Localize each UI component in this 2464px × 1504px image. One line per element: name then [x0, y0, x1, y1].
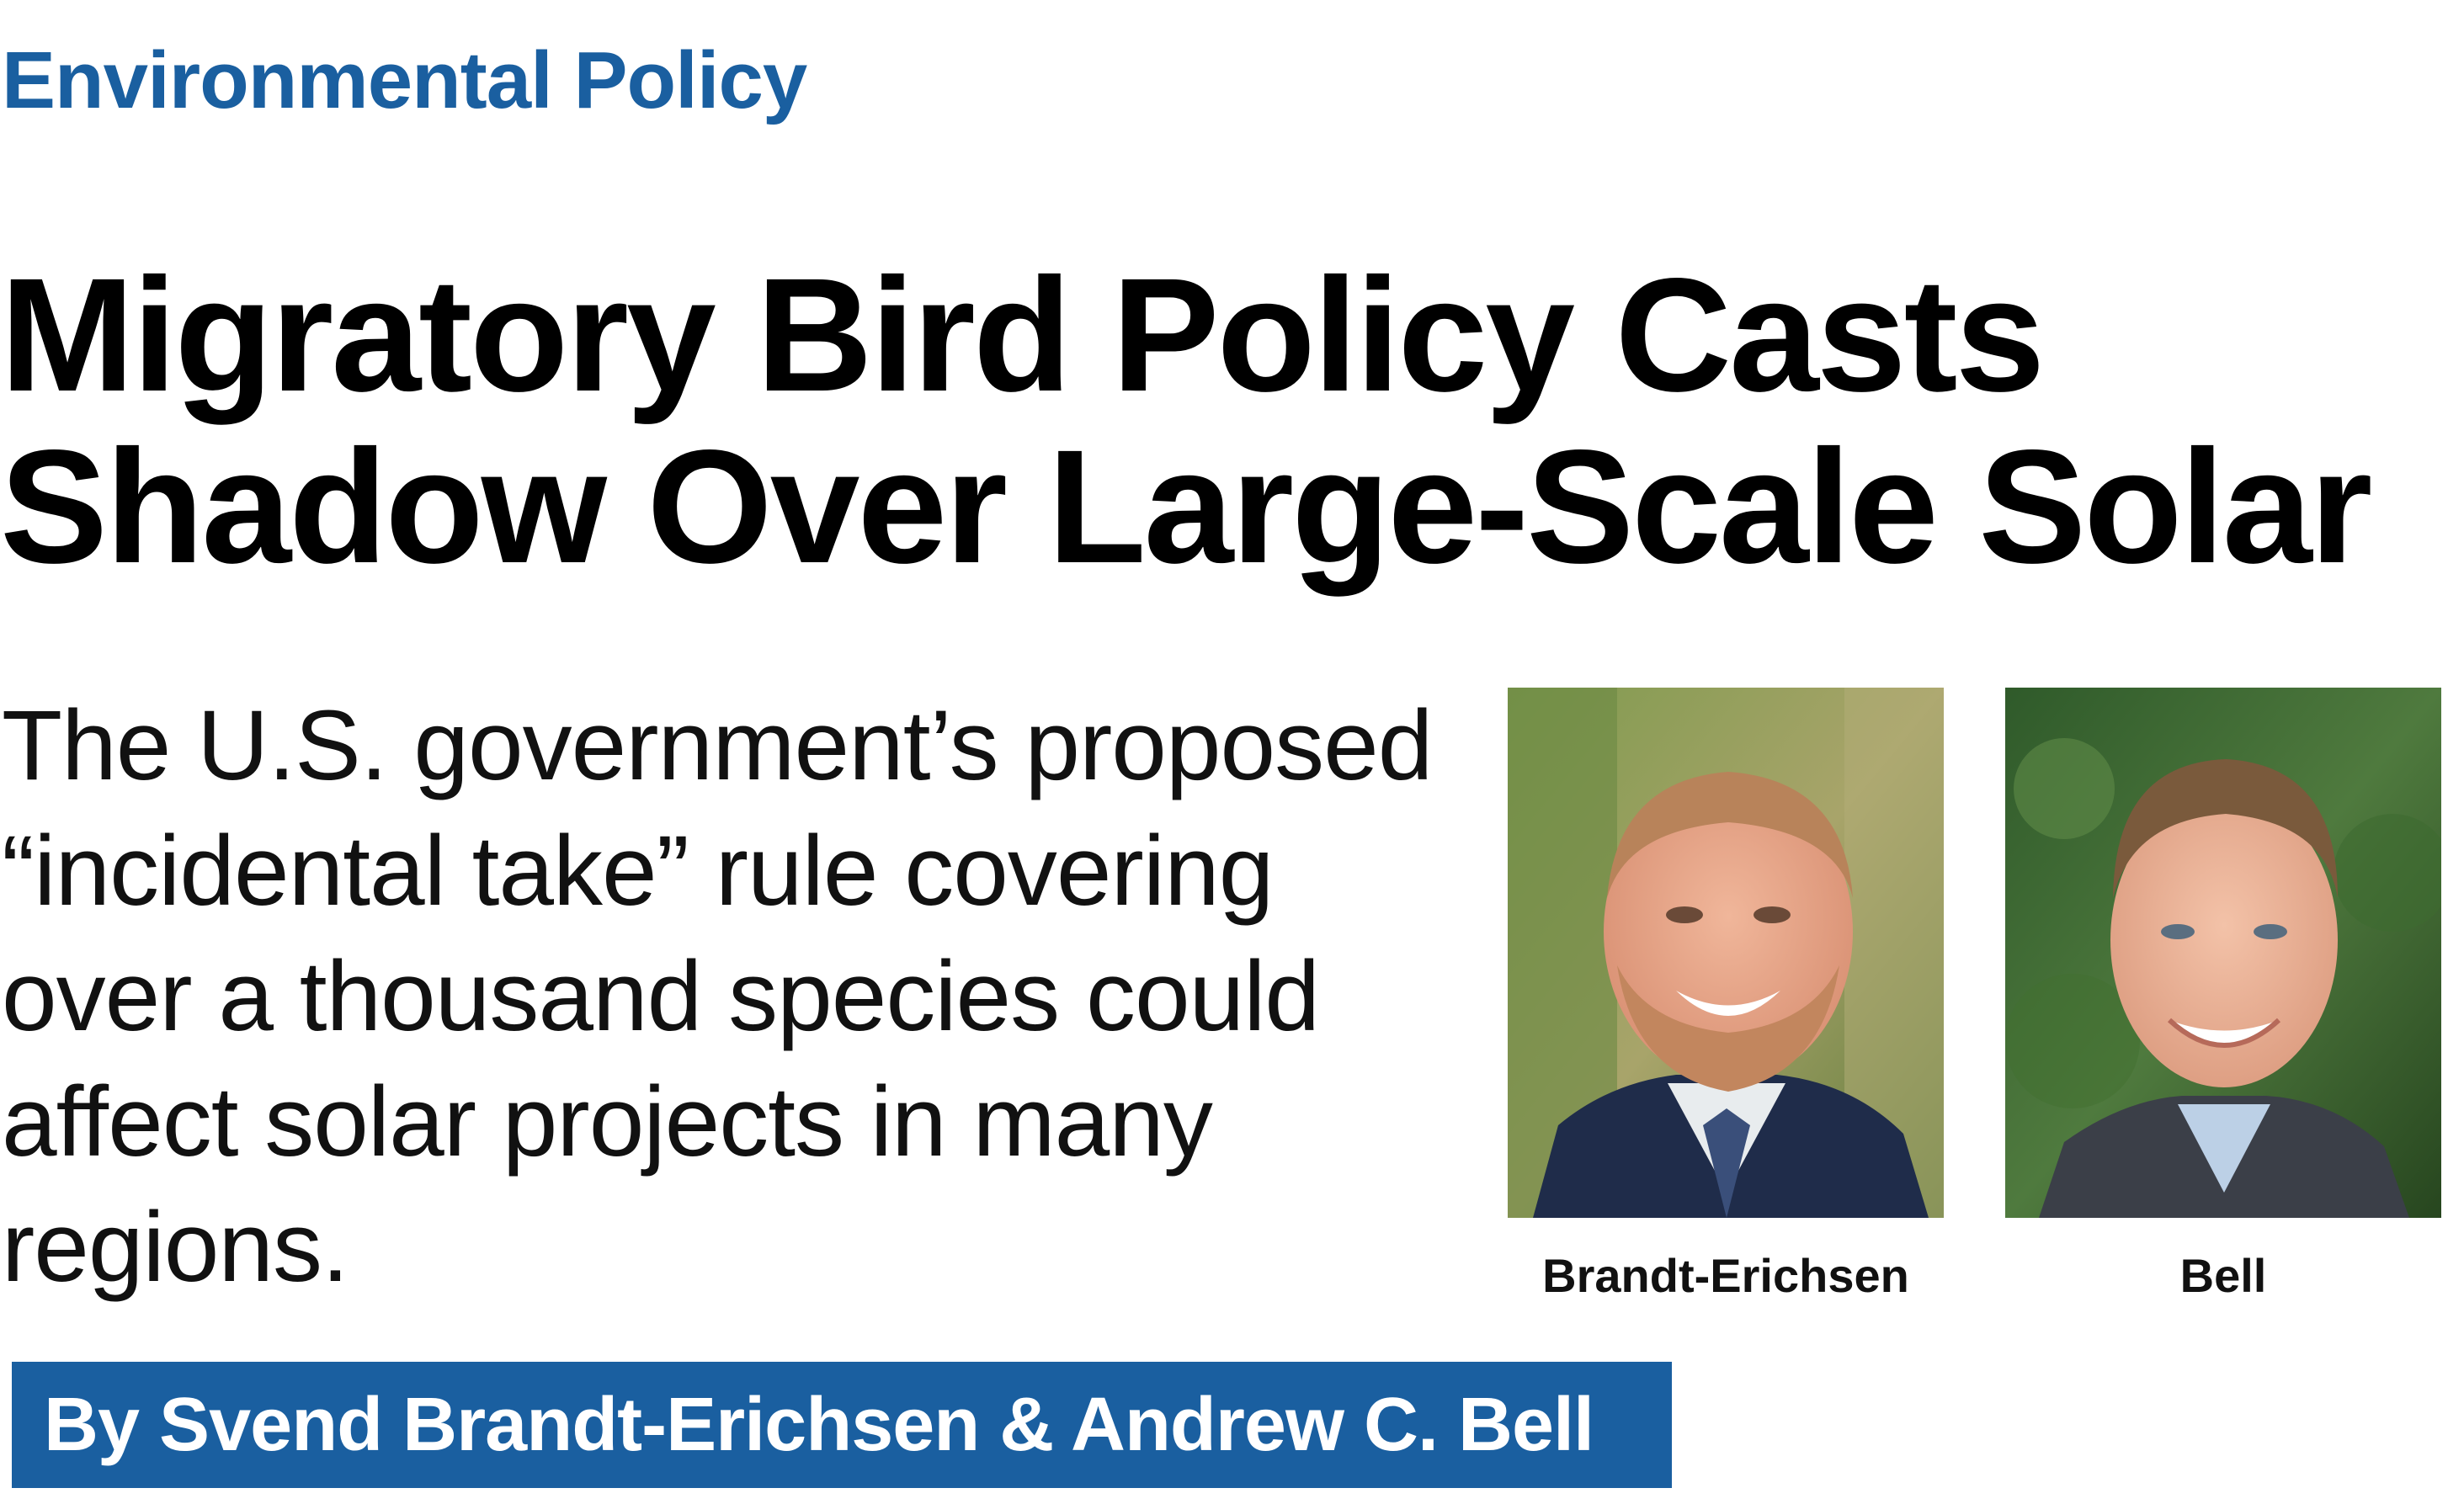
dek-line-3: over a thousand species could: [2, 941, 1320, 1052]
photo-caption: Bell: [2179, 1249, 2267, 1302]
portrait-icon: [1508, 688, 1944, 1218]
portrait-photo-bell: [2005, 688, 2441, 1218]
byline: By Svend Brandt-Erichsen & Andrew C. Bel…: [44, 1383, 1594, 1467]
section-label: Environmental Policy: [2, 35, 807, 125]
portrait-icon: [2005, 688, 2441, 1218]
photo-caption: Brandt-Erichsen: [1542, 1249, 1909, 1302]
dek-line-5: regions.: [2, 1192, 349, 1303]
dek-summary: The U.S. government’s proposed “incident…: [2, 683, 1433, 1310]
dek-line-1: The U.S. government’s proposed: [2, 690, 1433, 801]
dek-line-4: affect solar projects in many: [2, 1066, 1213, 1177]
byline-bar: By Svend Brandt-Erichsen & Andrew C. Bel…: [12, 1362, 1672, 1488]
headline: Migratory Bird Policy Casts Shadow Over …: [0, 244, 2372, 597]
headline-line-2: Shadow Over Large-Scale Solar: [0, 415, 2372, 597]
dek-line-2: “incidental take” rule covering: [2, 816, 1274, 927]
portrait-photo-brandt-erichsen: [1508, 688, 1944, 1218]
headline-line-1: Migratory Bird Policy Casts: [0, 244, 2045, 425]
